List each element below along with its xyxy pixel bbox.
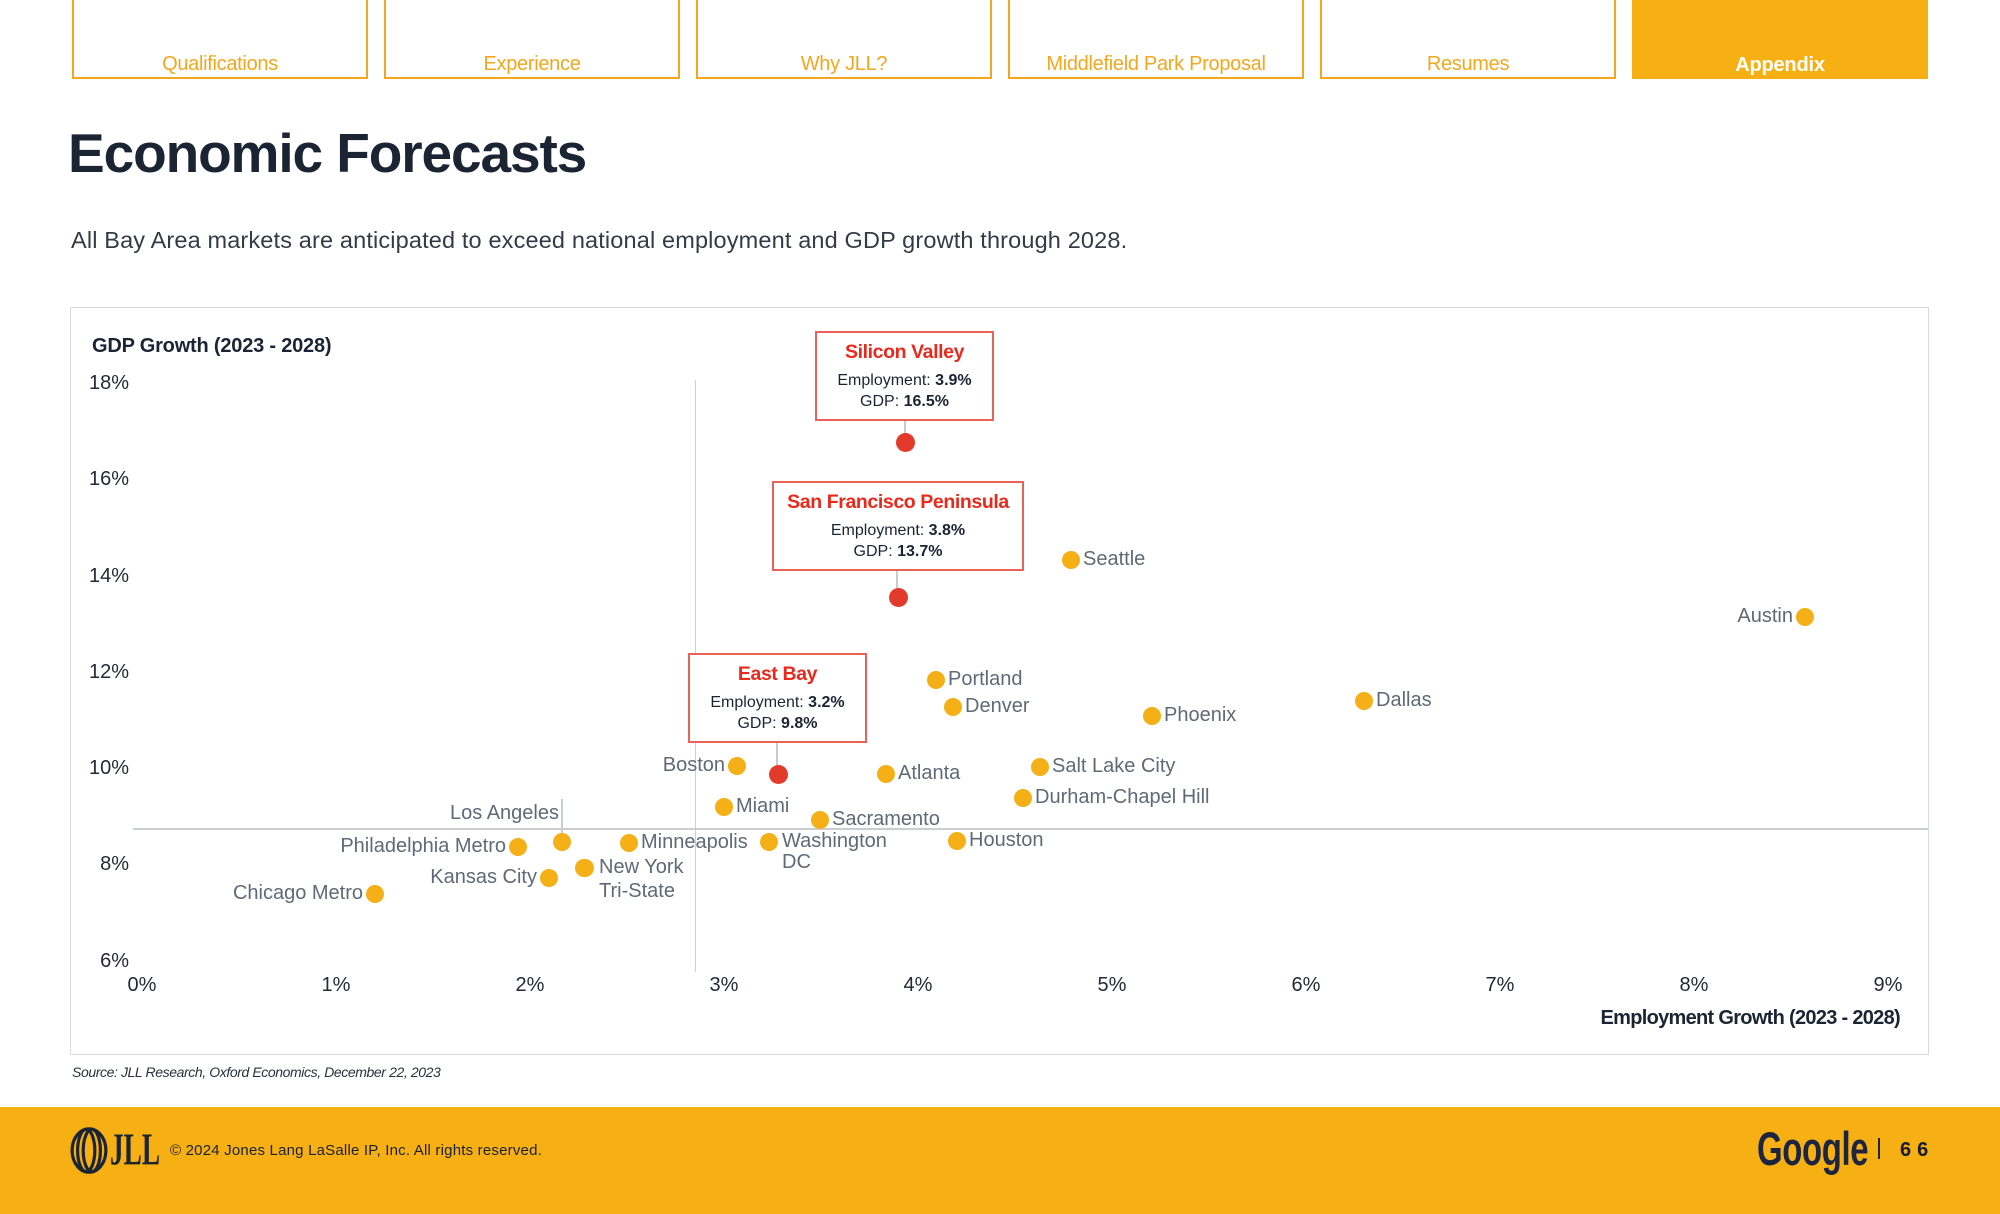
svg-text:JLL: JLL bbox=[110, 1127, 160, 1174]
